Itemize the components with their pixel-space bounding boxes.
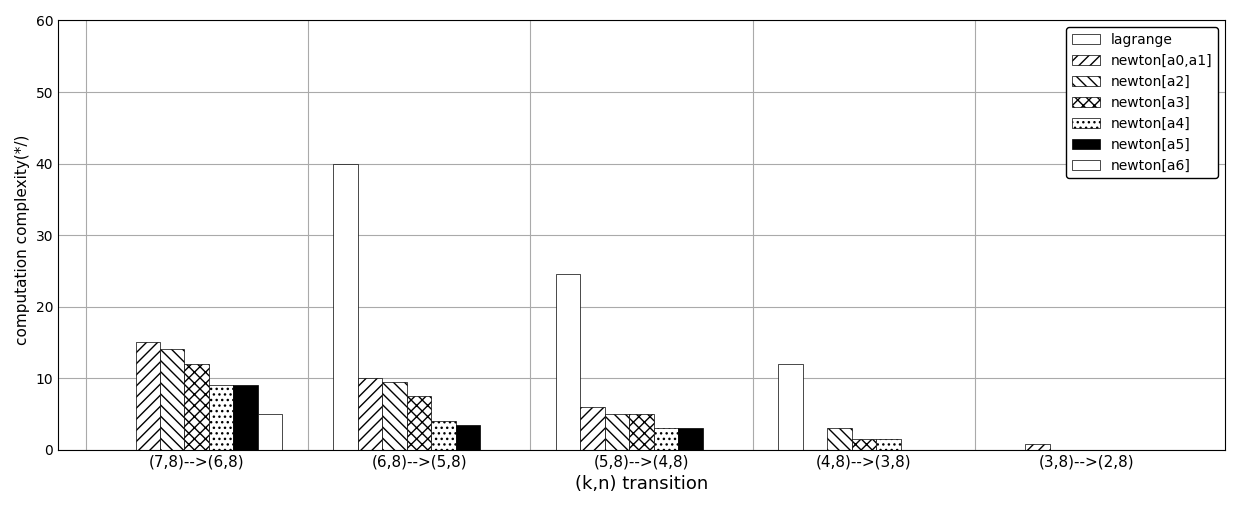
Bar: [210, 385, 233, 450]
Bar: [852, 439, 877, 450]
Bar: [678, 428, 703, 450]
Bar: [432, 421, 456, 450]
Bar: [258, 414, 283, 450]
Bar: [233, 385, 258, 450]
X-axis label: (k,n) transition: (k,n) transition: [575, 475, 708, 493]
Bar: [407, 396, 432, 450]
Bar: [1025, 444, 1049, 450]
Bar: [382, 382, 407, 450]
Bar: [653, 428, 678, 450]
Bar: [185, 364, 210, 450]
Bar: [827, 428, 852, 450]
Bar: [358, 378, 382, 450]
Bar: [605, 414, 629, 450]
Bar: [556, 274, 580, 450]
Bar: [629, 414, 653, 450]
Bar: [779, 364, 802, 450]
Bar: [135, 342, 160, 450]
Bar: [877, 439, 900, 450]
Bar: [456, 425, 480, 450]
Y-axis label: computation complexity(*/)  : computation complexity(*/): [15, 125, 30, 345]
Bar: [334, 164, 358, 450]
Bar: [160, 350, 185, 450]
Bar: [580, 407, 605, 450]
Legend: lagrange, newton[a0,a1], newton[a2], newton[a3], newton[a4], newton[a5], newton[: lagrange, newton[a0,a1], newton[a2], new…: [1066, 27, 1218, 178]
